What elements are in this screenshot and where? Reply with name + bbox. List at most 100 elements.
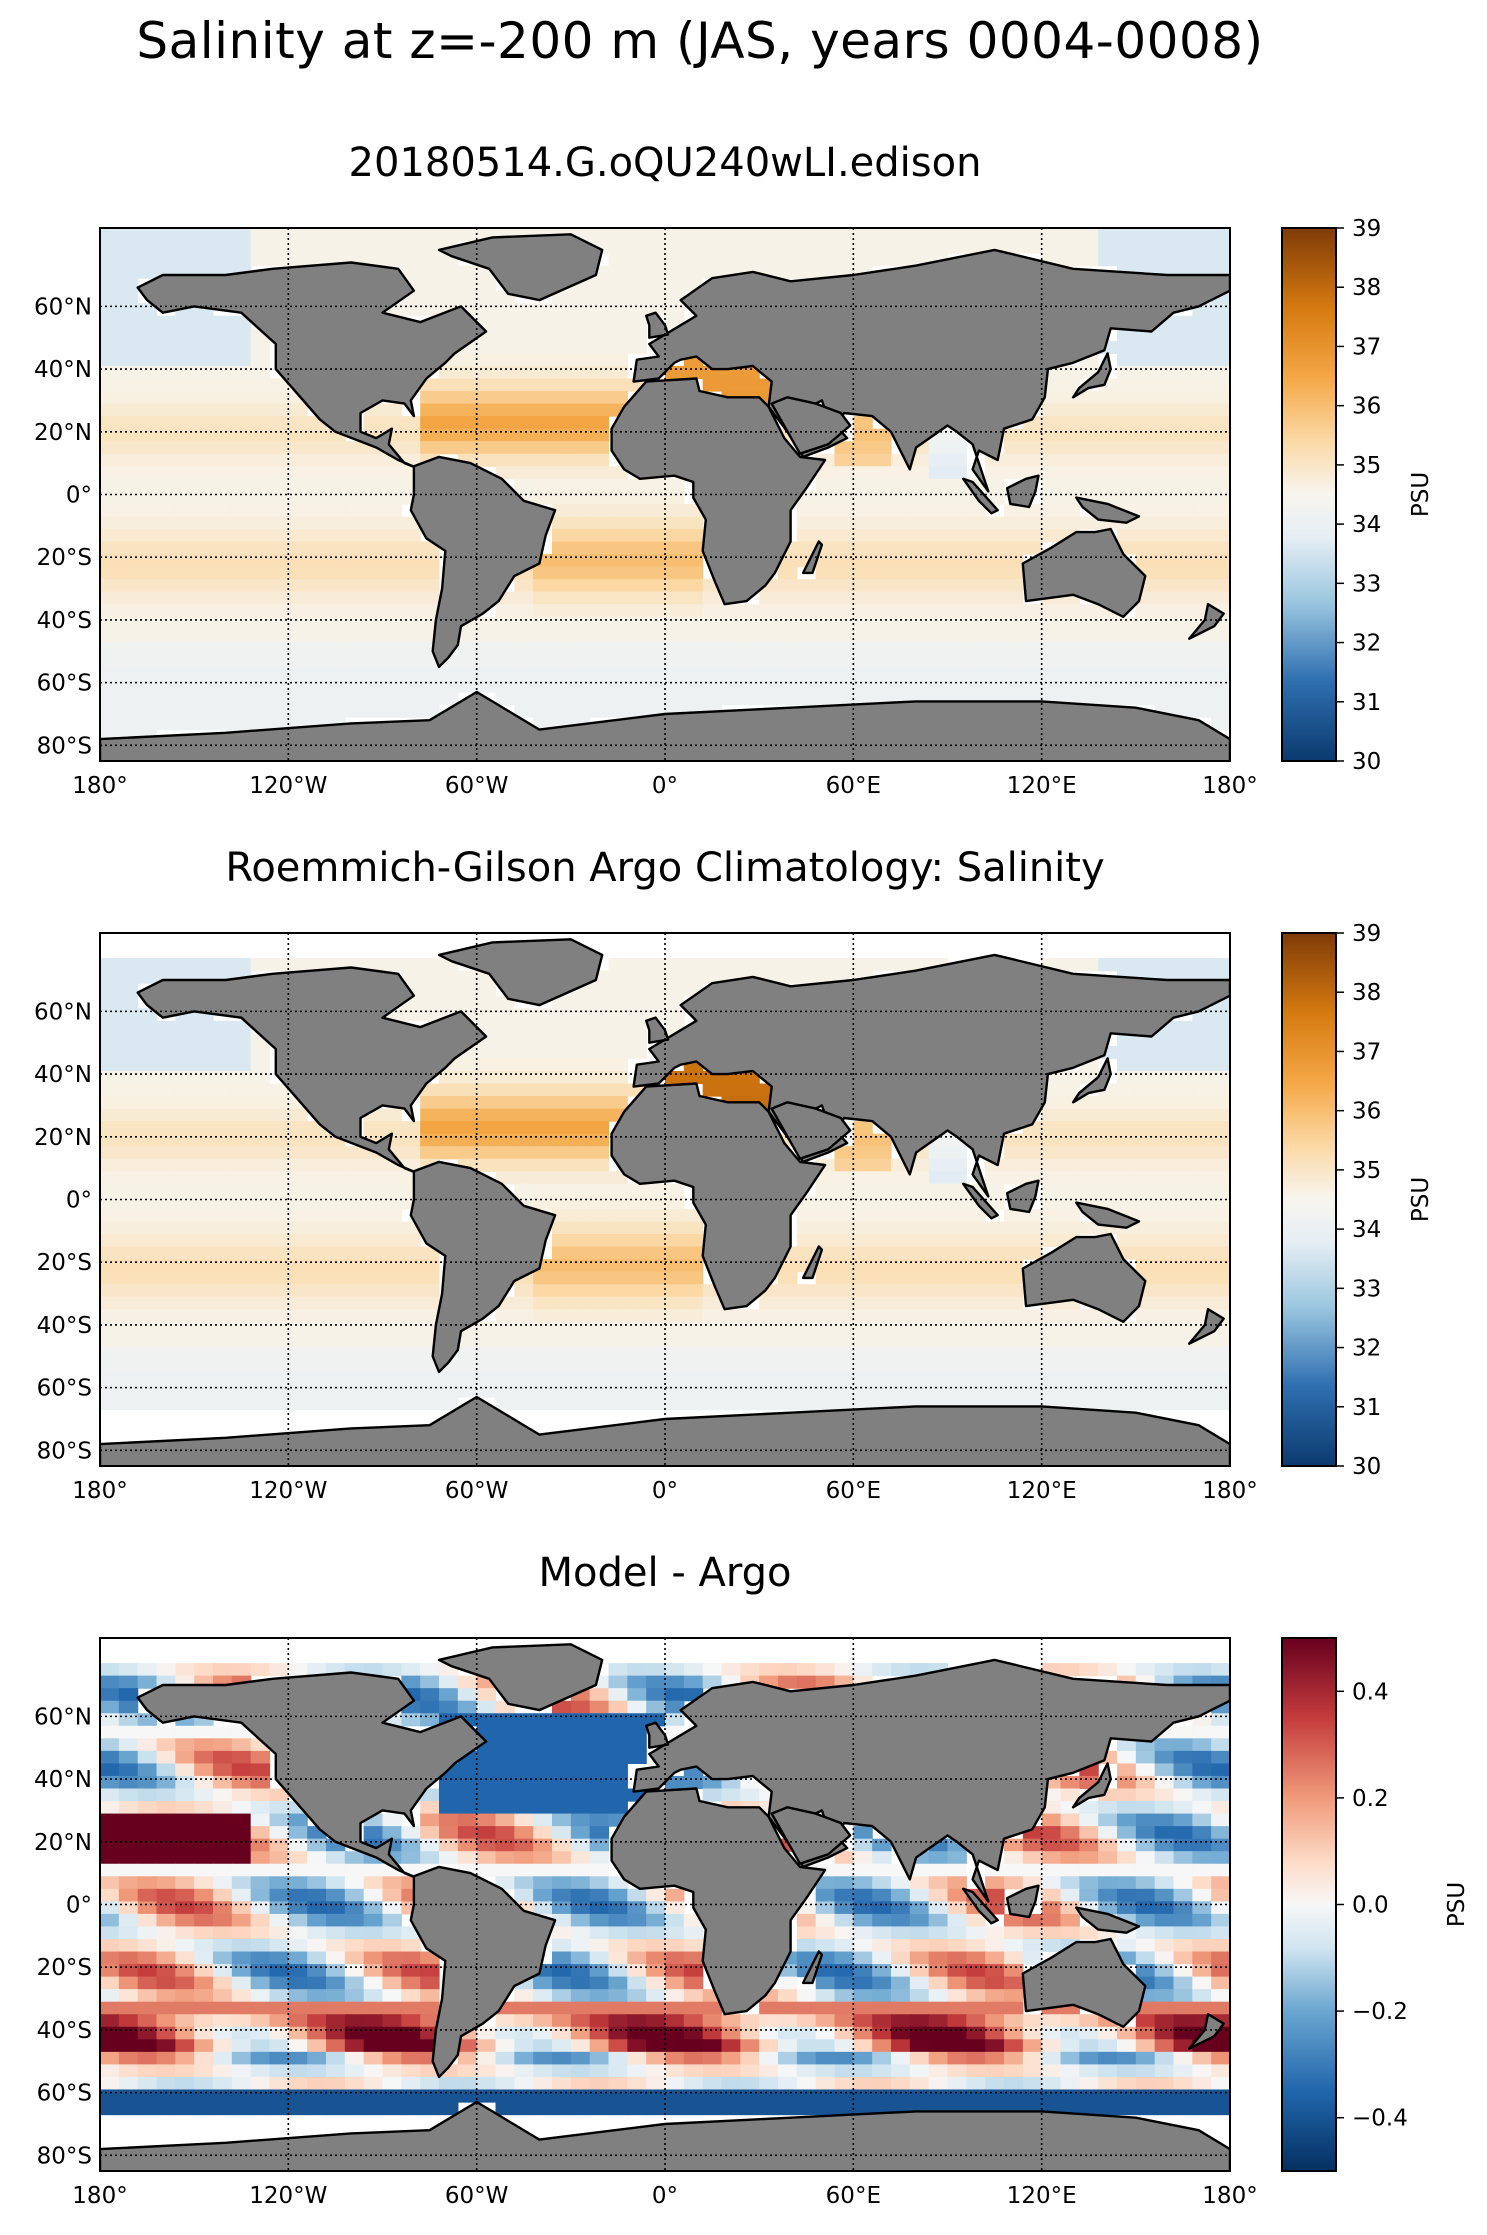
field-cell [363, 579, 384, 593]
field-cell [288, 2102, 308, 2116]
field-cell [137, 1813, 158, 1827]
field-cell [1135, 1246, 1156, 1260]
field-cell [928, 1976, 949, 1990]
field-cell [570, 554, 591, 568]
field-cell [250, 1371, 271, 1386]
field-cell [589, 2064, 610, 2078]
field-cell [570, 1863, 591, 1877]
field-cell [872, 1976, 892, 1990]
field-cell [1079, 2064, 1099, 2078]
field-cell [834, 528, 854, 543]
field-cell [118, 1346, 139, 1360]
field-cell [796, 1397, 817, 1411]
field-cell [363, 1964, 384, 1978]
field-cell [137, 1371, 158, 1386]
field-cell [344, 2064, 365, 2078]
field-cell [213, 1750, 233, 1765]
field-cell [156, 1913, 176, 1928]
field-cell [269, 1108, 289, 1122]
field-cell [231, 240, 252, 254]
field-cell [1192, 491, 1212, 505]
field-cell [1117, 2064, 1137, 2078]
y-tick-label: 0° [66, 483, 92, 509]
field-cell [495, 1851, 515, 1865]
field-cell [231, 1801, 252, 1815]
field-cell [326, 1171, 346, 1185]
field-cell [1192, 1913, 1212, 1928]
field-cell [1154, 1384, 1175, 1398]
field-cell [1192, 1763, 1212, 1777]
field-cell [589, 983, 610, 997]
field-cell [778, 1976, 798, 1990]
field-cell [834, 2051, 854, 2065]
field-cell [570, 315, 591, 329]
field-cell [1192, 391, 1212, 405]
field-cell [401, 1246, 421, 1260]
field-cell [344, 1359, 365, 1373]
field-cell [1060, 516, 1080, 530]
field-cell [194, 365, 214, 380]
field-cell [250, 1321, 271, 1335]
field-cell [213, 1964, 233, 1978]
field-cell [815, 1384, 836, 1398]
field-cell [872, 503, 892, 518]
field-cell [552, 303, 572, 317]
field-cell [891, 1246, 911, 1260]
field-cell [363, 2014, 384, 2028]
field-cell [702, 1675, 723, 1689]
field-cell [307, 1888, 327, 1902]
field-cell [137, 1033, 158, 1047]
field-cell [363, 541, 384, 555]
field-cell [288, 1989, 308, 2003]
field-cell [778, 1663, 798, 1677]
field-cell [552, 1183, 572, 1197]
field-cell [589, 679, 610, 693]
field-cell [194, 1838, 214, 1852]
field-cell [570, 591, 591, 605]
field-cell [608, 1058, 628, 1072]
landmass-southamerica [409, 1865, 557, 2079]
field-cell [1211, 1801, 1230, 1815]
field-cell [439, 441, 459, 455]
field-cell [382, 579, 402, 593]
field-cell [1211, 516, 1230, 530]
field-cell [175, 1196, 195, 1210]
field-cell [533, 1045, 553, 1060]
field-cell [778, 2064, 798, 2078]
field-cell [665, 2026, 685, 2040]
field-cell [495, 1108, 515, 1122]
field-cell [269, 591, 289, 605]
field-cell [1041, 2076, 1062, 2091]
field-cell [627, 1346, 647, 1360]
field-cell [872, 1876, 892, 1890]
field-cell [137, 416, 158, 430]
field-cell [853, 1938, 873, 1953]
field-cell [1211, 1863, 1230, 1877]
field-cell [1192, 1801, 1212, 1815]
field-cell [382, 2001, 402, 2015]
field-cell [156, 1926, 176, 1940]
field-cell [966, 1371, 986, 1386]
field-cell [231, 591, 252, 605]
field-cell [213, 1183, 233, 1197]
field-cell [231, 528, 252, 543]
field-cell [1060, 466, 1080, 480]
field-cell [175, 1233, 195, 1248]
field-cell [363, 604, 384, 618]
field-cell [137, 1183, 158, 1197]
field-cell [872, 1863, 892, 1877]
field-cell [759, 2089, 779, 2103]
field-cell [137, 1196, 158, 1210]
field-cell [175, 2014, 195, 2028]
field-cell [815, 240, 836, 254]
field-cell [796, 1913, 817, 1928]
field-cell [815, 253, 836, 267]
field-cell [796, 2102, 817, 2116]
field-cell [288, 1384, 308, 1398]
field-cell [250, 1359, 271, 1373]
field-cell [1173, 1221, 1193, 1235]
field-cell [853, 554, 873, 568]
field-cell [834, 1271, 854, 1285]
field-cell [702, 1334, 723, 1348]
field-cell [985, 591, 1005, 605]
